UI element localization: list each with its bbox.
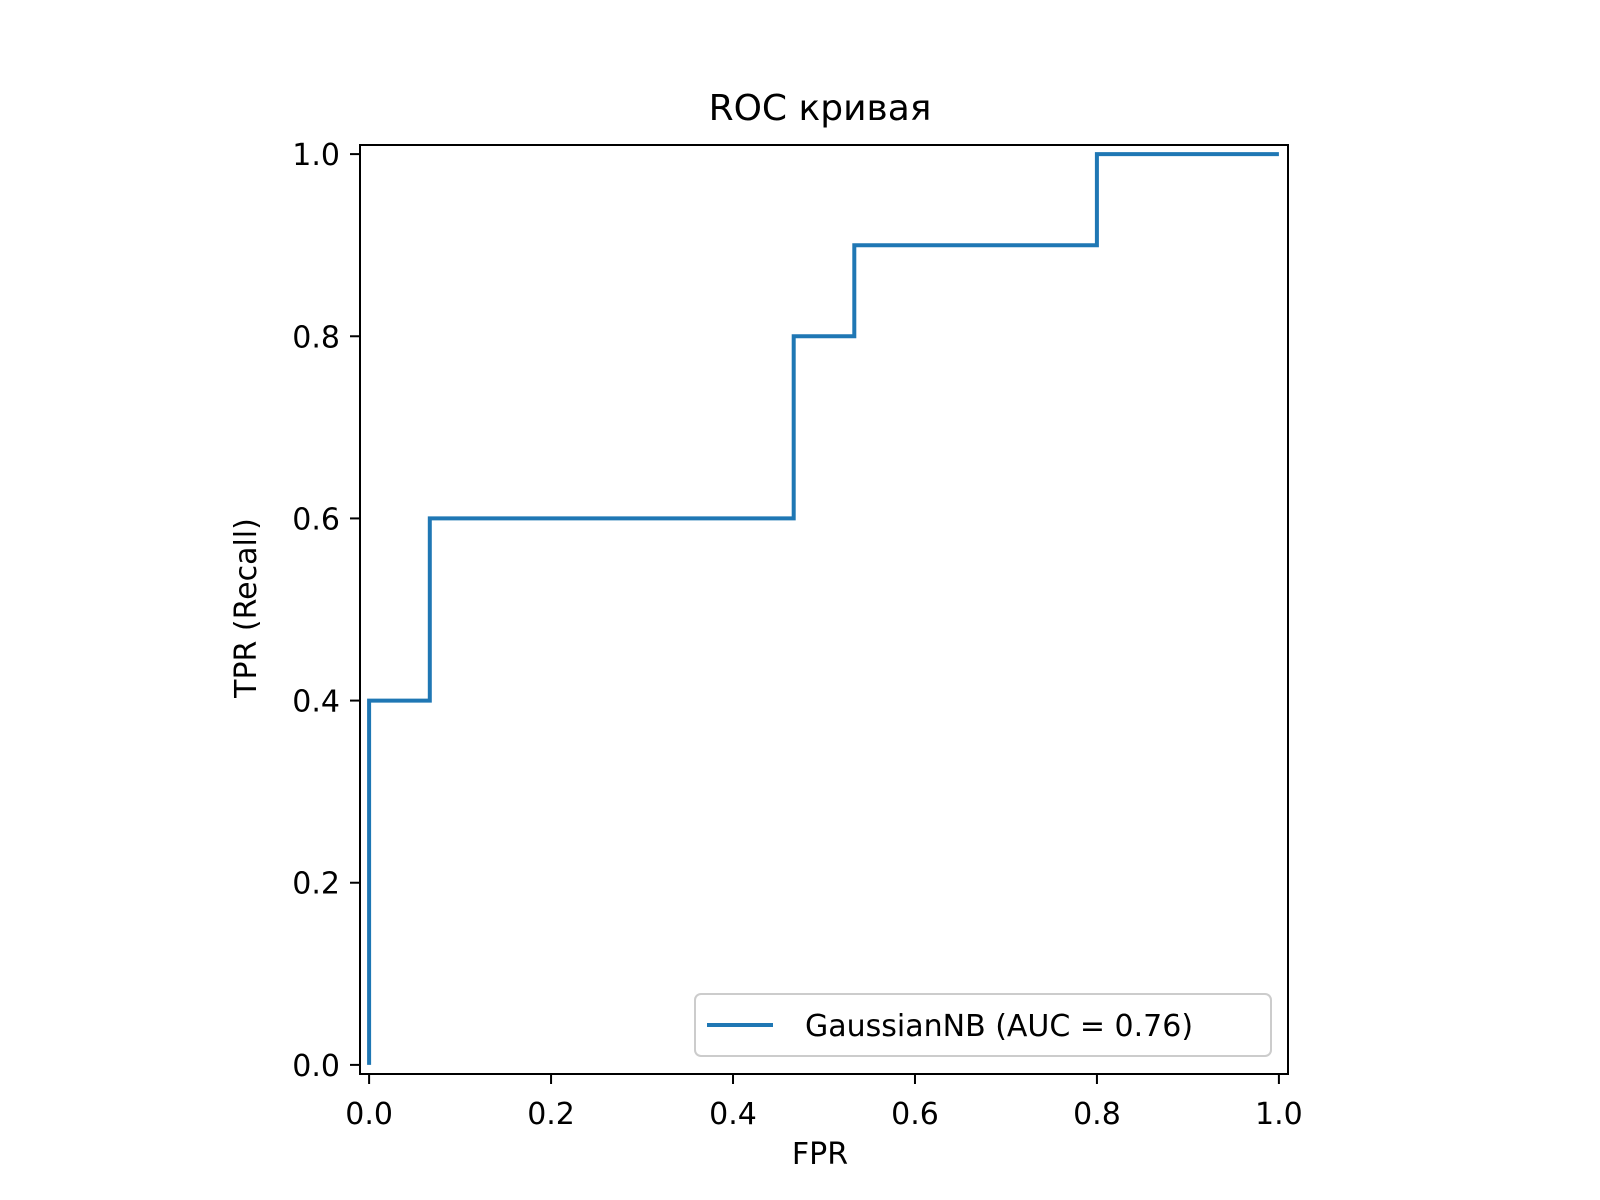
x-tick-label: 0.8 [1073,1097,1121,1132]
plot-area: 0.0 0.2 0.4 0.6 0.8 1.0 0.0 0.2 0.4 0.6 0.8 1.0 Gaus… [292,138,1302,1132]
y-tick-label: 1.0 [292,138,340,173]
legend-label: GaussianNB (AUC = 0.76) [805,1009,1193,1044]
series-line [367,152,1279,1065]
y-tick-label: 0.8 [292,320,340,355]
x-tick-label: 0.6 [891,1097,939,1132]
y-tick-label: 0.0 [292,1049,340,1084]
x-tick-label: 1.0 [1255,1097,1303,1132]
x-tick-label: 0.0 [345,1097,393,1132]
legend-box [694,993,1272,1057]
y-tick-label: 0.6 [292,502,340,537]
y-tick-label: 0.2 [292,867,340,902]
axes-frame [359,144,1289,1075]
x-tick-label: 0.4 [709,1097,757,1132]
x-tick-label: 0.2 [527,1097,575,1132]
x-axis-label: FPR [792,1137,848,1172]
y-tick-label: 0.4 [292,685,340,720]
y-axis-label: TPR (Recall) [229,518,264,699]
chart-title: ROC кривая [709,88,932,129]
